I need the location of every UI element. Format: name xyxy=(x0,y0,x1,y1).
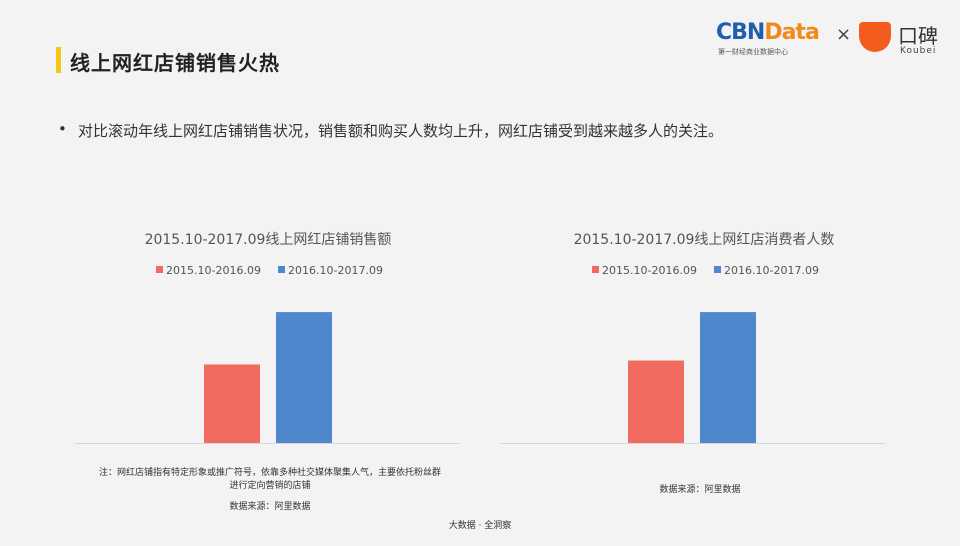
bar xyxy=(700,312,756,443)
chart-title: 2015.10-2017.09线上网红店消费者人数 xyxy=(574,232,835,248)
title-accent-bar xyxy=(56,47,61,73)
footnote-line1: 注：网红店铺指有特定形象或推广符号，依靠多种社交媒体聚集人气，主要依托粉丝群 xyxy=(98,468,441,478)
bullet-marker: • xyxy=(58,120,67,138)
koubei-logo-icon xyxy=(859,22,891,52)
source-right: 数据来源：阿里数据 xyxy=(659,485,741,495)
bar xyxy=(276,312,332,443)
legend-swatch xyxy=(714,266,721,273)
legend-swatch xyxy=(592,266,599,273)
koubei-logo-sub: Koubei xyxy=(900,46,937,56)
legend-label: 2015.10-2016.09 xyxy=(602,264,697,277)
chart-title: 2015.10-2017.09线上网红店铺销售额 xyxy=(145,232,392,248)
footnote-line2: 进行定向营销的店铺 xyxy=(229,481,311,491)
legend-label: 2016.10-2017.09 xyxy=(724,264,819,277)
koubei-logo-text: 口碑 xyxy=(898,24,938,48)
legend-label: 2016.10-2017.09 xyxy=(288,264,383,277)
page-title: 线上网红店铺销售火热 xyxy=(70,51,280,75)
legend-swatch xyxy=(278,266,285,273)
bar xyxy=(204,364,260,443)
legend-swatch xyxy=(156,266,163,273)
logo: CBNData 第一财经商业数据中心 × 口碑 Koubei xyxy=(716,20,946,60)
bullet-text: 对比滚动年线上网红店铺销售状况，销售额和购买人数均上升，网红店铺受到越来越多人的… xyxy=(78,122,724,140)
legend-label: 2015.10-2016.09 xyxy=(166,264,261,277)
bar xyxy=(628,360,684,443)
times-icon: × xyxy=(836,24,852,45)
tagline: 大数据 · 全洞察 xyxy=(448,521,512,531)
cbndata-subtitle: 第一财经商业数据中心 xyxy=(718,48,788,56)
cbndata-logo: CBNData xyxy=(716,20,820,45)
source-left: 数据来源：阿里数据 xyxy=(229,502,311,512)
